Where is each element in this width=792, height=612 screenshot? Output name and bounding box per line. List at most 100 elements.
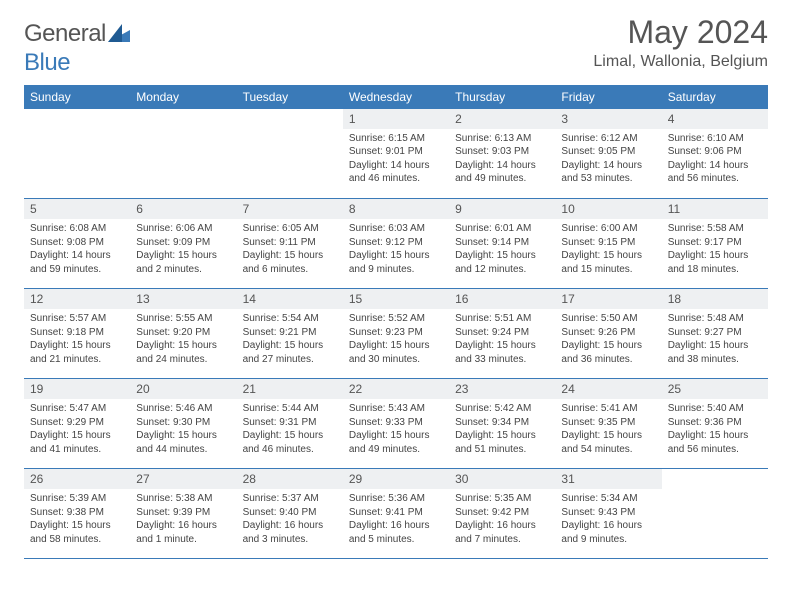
day-number: 2 [449, 109, 555, 129]
day-cell: 30Sunrise: 5:35 AMSunset: 9:42 PMDayligh… [449, 469, 555, 559]
day-cell: 12Sunrise: 5:57 AMSunset: 9:18 PMDayligh… [24, 289, 130, 379]
weekday-header: Wednesday [343, 85, 449, 109]
day-details: Sunrise: 5:36 AMSunset: 9:41 PMDaylight:… [343, 489, 449, 552]
day-number: 15 [343, 289, 449, 309]
day-details: Sunrise: 5:48 AMSunset: 9:27 PMDaylight:… [662, 309, 768, 372]
day-details: Sunrise: 5:44 AMSunset: 9:31 PMDaylight:… [237, 399, 343, 462]
location-text: Limal, Wallonia, Belgium [593, 53, 768, 71]
day-cell: 21Sunrise: 5:44 AMSunset: 9:31 PMDayligh… [237, 379, 343, 469]
day-number: 7 [237, 199, 343, 219]
header: GeneralBlue May 2024 Limal, Wallonia, Be… [24, 14, 768, 77]
day-cell: 3Sunrise: 6:12 AMSunset: 9:05 PMDaylight… [555, 109, 661, 199]
day-details: Sunrise: 5:58 AMSunset: 9:17 PMDaylight:… [662, 219, 768, 282]
title-block: May 2024 Limal, Wallonia, Belgium [593, 14, 768, 71]
day-details: Sunrise: 6:15 AMSunset: 9:01 PMDaylight:… [343, 129, 449, 192]
day-number: 21 [237, 379, 343, 399]
logo: GeneralBlue [24, 14, 132, 77]
calendar-row: 19Sunrise: 5:47 AMSunset: 9:29 PMDayligh… [24, 379, 768, 469]
day-details: Sunrise: 6:03 AMSunset: 9:12 PMDaylight:… [343, 219, 449, 282]
calendar-row: 1Sunrise: 6:15 AMSunset: 9:01 PMDaylight… [24, 109, 768, 199]
day-details: Sunrise: 6:01 AMSunset: 9:14 PMDaylight:… [449, 219, 555, 282]
day-number: 10 [555, 199, 661, 219]
day-details: Sunrise: 6:08 AMSunset: 9:08 PMDaylight:… [24, 219, 130, 282]
day-cell: 24Sunrise: 5:41 AMSunset: 9:35 PMDayligh… [555, 379, 661, 469]
weekday-header: Thursday [449, 85, 555, 109]
day-number: 18 [662, 289, 768, 309]
day-number: 11 [662, 199, 768, 219]
day-number: 25 [662, 379, 768, 399]
day-number: 31 [555, 469, 661, 489]
weekday-header-row: SundayMondayTuesdayWednesdayThursdayFrid… [24, 85, 768, 109]
day-cell: 28Sunrise: 5:37 AMSunset: 9:40 PMDayligh… [237, 469, 343, 559]
calendar-row: 12Sunrise: 5:57 AMSunset: 9:18 PMDayligh… [24, 289, 768, 379]
empty-cell [130, 109, 236, 199]
day-number: 8 [343, 199, 449, 219]
day-details: Sunrise: 5:38 AMSunset: 9:39 PMDaylight:… [130, 489, 236, 552]
logo-icon [108, 21, 130, 49]
day-cell: 1Sunrise: 6:15 AMSunset: 9:01 PMDaylight… [343, 109, 449, 199]
day-details: Sunrise: 5:43 AMSunset: 9:33 PMDaylight:… [343, 399, 449, 462]
day-number: 20 [130, 379, 236, 399]
day-details: Sunrise: 5:34 AMSunset: 9:43 PMDaylight:… [555, 489, 661, 552]
day-details: Sunrise: 5:40 AMSunset: 9:36 PMDaylight:… [662, 399, 768, 462]
day-cell: 4Sunrise: 6:10 AMSunset: 9:06 PMDaylight… [662, 109, 768, 199]
logo-blue: Blue [24, 49, 70, 76]
calendar-row: 5Sunrise: 6:08 AMSunset: 9:08 PMDaylight… [24, 199, 768, 289]
day-cell: 18Sunrise: 5:48 AMSunset: 9:27 PMDayligh… [662, 289, 768, 379]
day-number: 12 [24, 289, 130, 309]
day-number: 9 [449, 199, 555, 219]
day-cell: 10Sunrise: 6:00 AMSunset: 9:15 PMDayligh… [555, 199, 661, 289]
day-cell: 26Sunrise: 5:39 AMSunset: 9:38 PMDayligh… [24, 469, 130, 559]
weekday-header: Sunday [24, 85, 130, 109]
day-cell: 11Sunrise: 5:58 AMSunset: 9:17 PMDayligh… [662, 199, 768, 289]
day-details: Sunrise: 5:55 AMSunset: 9:20 PMDaylight:… [130, 309, 236, 372]
day-cell: 31Sunrise: 5:34 AMSunset: 9:43 PMDayligh… [555, 469, 661, 559]
day-details: Sunrise: 5:54 AMSunset: 9:21 PMDaylight:… [237, 309, 343, 372]
day-number: 4 [662, 109, 768, 129]
day-cell: 20Sunrise: 5:46 AMSunset: 9:30 PMDayligh… [130, 379, 236, 469]
day-details: Sunrise: 5:35 AMSunset: 9:42 PMDaylight:… [449, 489, 555, 552]
day-details: Sunrise: 5:42 AMSunset: 9:34 PMDaylight:… [449, 399, 555, 462]
weekday-header: Saturday [662, 85, 768, 109]
day-details: Sunrise: 5:47 AMSunset: 9:29 PMDaylight:… [24, 399, 130, 462]
day-details: Sunrise: 5:39 AMSunset: 9:38 PMDaylight:… [24, 489, 130, 552]
day-number: 26 [24, 469, 130, 489]
day-number: 17 [555, 289, 661, 309]
day-details: Sunrise: 5:46 AMSunset: 9:30 PMDaylight:… [130, 399, 236, 462]
day-cell: 9Sunrise: 6:01 AMSunset: 9:14 PMDaylight… [449, 199, 555, 289]
empty-cell [237, 109, 343, 199]
day-details: Sunrise: 5:41 AMSunset: 9:35 PMDaylight:… [555, 399, 661, 462]
day-cell: 27Sunrise: 5:38 AMSunset: 9:39 PMDayligh… [130, 469, 236, 559]
day-cell: 22Sunrise: 5:43 AMSunset: 9:33 PMDayligh… [343, 379, 449, 469]
day-number: 28 [237, 469, 343, 489]
day-details: Sunrise: 6:13 AMSunset: 9:03 PMDaylight:… [449, 129, 555, 192]
day-cell: 14Sunrise: 5:54 AMSunset: 9:21 PMDayligh… [237, 289, 343, 379]
day-cell: 15Sunrise: 5:52 AMSunset: 9:23 PMDayligh… [343, 289, 449, 379]
day-cell: 5Sunrise: 6:08 AMSunset: 9:08 PMDaylight… [24, 199, 130, 289]
day-details: Sunrise: 5:37 AMSunset: 9:40 PMDaylight:… [237, 489, 343, 552]
page-title: May 2024 [593, 14, 768, 51]
weekday-header: Monday [130, 85, 236, 109]
day-number: 30 [449, 469, 555, 489]
day-details: Sunrise: 5:50 AMSunset: 9:26 PMDaylight:… [555, 309, 661, 372]
day-cell: 8Sunrise: 6:03 AMSunset: 9:12 PMDaylight… [343, 199, 449, 289]
logo-text: GeneralBlue [24, 20, 132, 77]
day-number: 6 [130, 199, 236, 219]
logo-general: General [24, 20, 106, 47]
day-number: 24 [555, 379, 661, 399]
day-cell: 16Sunrise: 5:51 AMSunset: 9:24 PMDayligh… [449, 289, 555, 379]
day-details: Sunrise: 6:00 AMSunset: 9:15 PMDaylight:… [555, 219, 661, 282]
day-number: 5 [24, 199, 130, 219]
day-cell: 29Sunrise: 5:36 AMSunset: 9:41 PMDayligh… [343, 469, 449, 559]
weekday-header: Friday [555, 85, 661, 109]
day-details: Sunrise: 6:10 AMSunset: 9:06 PMDaylight:… [662, 129, 768, 192]
day-number: 22 [343, 379, 449, 399]
day-number: 16 [449, 289, 555, 309]
day-cell: 6Sunrise: 6:06 AMSunset: 9:09 PMDaylight… [130, 199, 236, 289]
day-details: Sunrise: 6:06 AMSunset: 9:09 PMDaylight:… [130, 219, 236, 282]
day-cell: 17Sunrise: 5:50 AMSunset: 9:26 PMDayligh… [555, 289, 661, 379]
day-number: 3 [555, 109, 661, 129]
day-details: Sunrise: 6:05 AMSunset: 9:11 PMDaylight:… [237, 219, 343, 282]
day-number: 19 [24, 379, 130, 399]
day-number: 23 [449, 379, 555, 399]
